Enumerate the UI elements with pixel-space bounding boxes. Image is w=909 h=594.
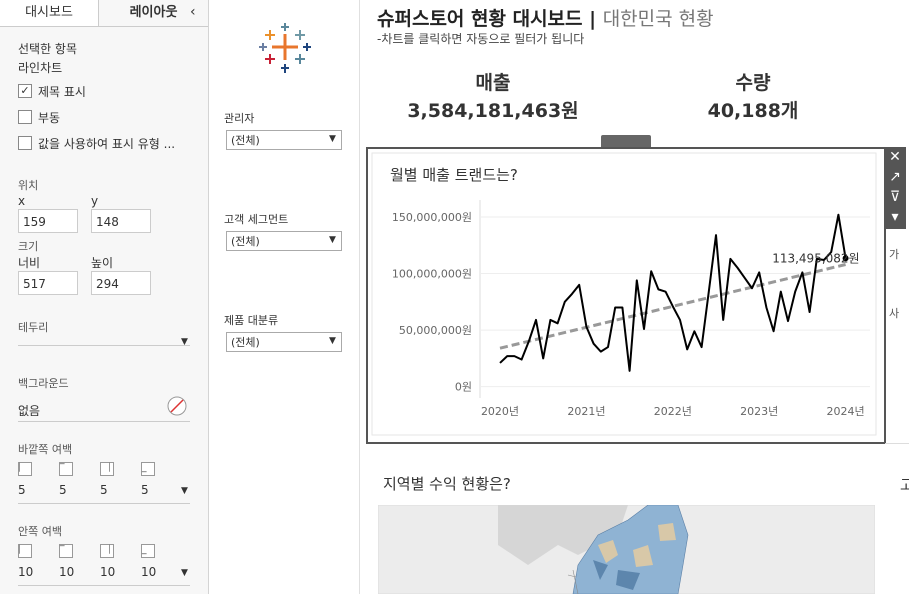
map-title: 지역별 수익 현황은? bbox=[383, 475, 511, 493]
cutoff-text: 가 bbox=[889, 248, 900, 261]
zone-toolbar: ✕ ↗ ⊽ ▾ bbox=[884, 147, 906, 229]
color-picker[interactable] bbox=[166, 395, 188, 417]
dropdown-arrow[interactable]: ▼ bbox=[329, 235, 336, 245]
y-label: y bbox=[91, 194, 99, 208]
padding-icon[interactable]: ⎹ bbox=[100, 462, 114, 476]
map[interactable] bbox=[378, 505, 875, 594]
separator bbox=[18, 503, 190, 504]
dashboard-title: 슈퍼스토어 현황 대시보드 | 대한민국 현황 bbox=[377, 4, 714, 31]
dropdown-arrow[interactable]: ▼ bbox=[181, 486, 188, 496]
x-tick-label: 2022년 bbox=[654, 405, 692, 418]
y-tick-label: 100,000,000원 bbox=[392, 268, 472, 281]
padding-icon[interactable]: ⎸ bbox=[18, 462, 32, 476]
filter-label: 고객 세그먼트 bbox=[224, 213, 289, 226]
x-tick-label: 2024년 bbox=[827, 405, 865, 418]
x-tick-label: 2020년 bbox=[481, 405, 519, 418]
kpi-value: 3,584,181,463원 bbox=[407, 100, 579, 122]
checkbox-label: 값을 사용하여 표시 유형 ... bbox=[38, 137, 176, 151]
selected-label: 선택한 항목 bbox=[18, 42, 78, 56]
padding-value: 5 bbox=[141, 483, 149, 497]
dropdown-arrow[interactable]: ▼ bbox=[329, 134, 336, 144]
border-select[interactable] bbox=[18, 345, 190, 346]
padding-value: 10 bbox=[18, 565, 34, 579]
y-tick-label: 0원 bbox=[455, 381, 472, 394]
height-input[interactable]: 294 bbox=[91, 271, 151, 295]
outer-padding-label: 바깥쪽 여백 bbox=[18, 443, 73, 456]
checkbox-label: 부동 bbox=[38, 111, 61, 125]
padding-icon[interactable]: ‾ bbox=[59, 462, 73, 476]
sales-line bbox=[499, 213, 847, 372]
separator bbox=[885, 443, 909, 444]
y-tick-label: 50,000,000원 bbox=[399, 324, 472, 337]
subtitle: 대한민국 현황 bbox=[602, 8, 714, 30]
padding-icon[interactable]: ‾ bbox=[59, 544, 73, 558]
border-label: 테두리 bbox=[18, 321, 49, 334]
separator bbox=[18, 421, 190, 422]
line-chart[interactable]: 월별 매출 트랜드는? 0원 50,000,000원 100,000,000원 150,… bbox=[368, 149, 880, 439]
padding-value: 5 bbox=[59, 483, 67, 497]
size-label: 크기 bbox=[18, 240, 39, 253]
padding-icon[interactable]: ⎸ bbox=[18, 544, 32, 558]
x-input[interactable]: 159 bbox=[18, 209, 78, 233]
padding-icon[interactable]: _ bbox=[141, 544, 155, 558]
inner-padding-label: 안쪽 여백 bbox=[18, 525, 62, 538]
padding-value: 5 bbox=[18, 483, 26, 497]
collapse-icon[interactable]: ‹ bbox=[190, 4, 196, 20]
background-value: 없음 bbox=[18, 404, 41, 418]
end-point bbox=[842, 255, 849, 262]
padding-icon[interactable]: ⎹ bbox=[100, 544, 114, 558]
y-input[interactable]: 148 bbox=[91, 209, 151, 233]
filter-dropdown[interactable]: (전체) bbox=[226, 130, 342, 150]
dropdown-arrow[interactable]: ▼ bbox=[181, 568, 188, 578]
checkbox-label: 제목 표시 bbox=[38, 85, 86, 99]
padding-value: 10 bbox=[100, 565, 116, 579]
filter-dropdown[interactable]: (전체) bbox=[226, 231, 342, 251]
position-label: 위치 bbox=[18, 179, 39, 192]
move-handle[interactable] bbox=[601, 135, 651, 147]
width-label: 너비 bbox=[18, 256, 41, 270]
kpi-value: 40,188개 bbox=[707, 100, 799, 122]
tab[interactable]: 레이아웃 bbox=[99, 0, 208, 27]
chart-title: 월별 매출 트랜드는? bbox=[390, 166, 518, 184]
data-label: 113,495,082원 bbox=[772, 251, 859, 265]
separator bbox=[18, 585, 190, 586]
selected-zone bbox=[366, 147, 886, 444]
note: -차트를 클릭하면 자동으로 필터가 됩니다 bbox=[377, 32, 585, 46]
checkbox[interactable]: ✓ bbox=[18, 84, 32, 98]
cutoff-text: 사 bbox=[889, 307, 900, 320]
padding-value: 10 bbox=[59, 565, 75, 579]
x-label: x bbox=[18, 194, 26, 208]
filter-label: 관리자 bbox=[224, 112, 255, 125]
x-tick-label: 2021년 bbox=[567, 405, 605, 418]
dropdown-arrow[interactable]: ▼ bbox=[329, 336, 336, 346]
filter-dropdown[interactable]: (전체) bbox=[226, 332, 342, 352]
padding-icon[interactable]: _ bbox=[141, 462, 155, 476]
kpi-label: 매출 bbox=[475, 72, 511, 94]
selected-item: 라인차트 bbox=[18, 61, 63, 75]
y-tick-label: 150,000,000원 bbox=[392, 211, 472, 224]
layout-panel: 대시보드 레이아웃 ‹ 선택한 항목 라인차트 위치 x y 159 148 크… bbox=[0, 0, 209, 594]
tab[interactable]: 대시보드 bbox=[0, 0, 99, 27]
filter-label: 제품 대분류 bbox=[224, 314, 279, 327]
background-label: 백그라운드 bbox=[18, 377, 69, 390]
x-tick-label: 2023년 bbox=[740, 405, 778, 418]
toolbar-icons[interactable]: ✕ ↗ ⊽ ▾ bbox=[889, 149, 901, 225]
kpi-label: 수량 bbox=[735, 72, 771, 94]
padding-value: 5 bbox=[100, 483, 108, 497]
chart-background bbox=[371, 152, 877, 436]
width-input[interactable]: 517 bbox=[18, 271, 78, 295]
dropdown-arrow[interactable]: ▼ bbox=[181, 337, 188, 347]
cutoff-text: 고 bbox=[900, 476, 909, 494]
checkbox[interactable] bbox=[18, 110, 32, 124]
tableau-logo bbox=[259, 23, 311, 73]
title: 슈퍼스토어 현황 대시보드 | bbox=[377, 8, 597, 30]
padding-value: 10 bbox=[141, 565, 157, 579]
filter-column bbox=[209, 0, 360, 594]
checkbox[interactable] bbox=[18, 136, 32, 150]
height-label: 높이 bbox=[91, 256, 114, 270]
